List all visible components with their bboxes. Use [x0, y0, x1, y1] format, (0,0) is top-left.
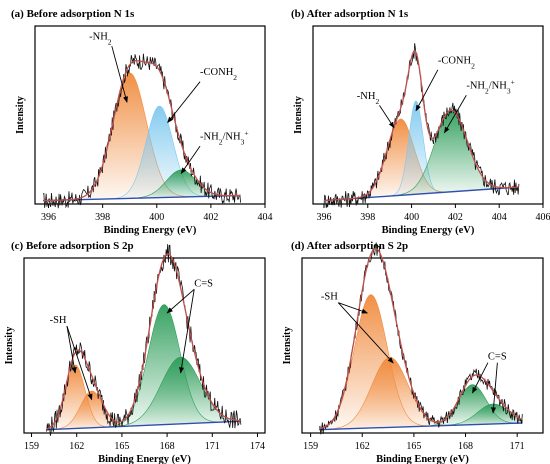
x-tick-label: 406	[536, 212, 550, 223]
x-tick-label: 402	[448, 212, 463, 223]
x-tick-label: 162	[69, 441, 84, 452]
panel-title: (a) Before adsorption N 1s	[11, 8, 135, 20]
panel-title: (c) Before adsorption S 2p	[11, 240, 134, 252]
x-tick-label: 159	[303, 441, 318, 452]
annotation-label: C=S	[194, 278, 213, 289]
x-tick-label: 404	[258, 212, 273, 223]
y-axis-label: Intensity	[15, 96, 26, 134]
x-tick-label: 165	[406, 441, 421, 452]
y-axis-label: Intensity	[4, 327, 15, 365]
annotation-arrow	[66, 325, 77, 374]
peak-annotation: -CONH2	[167, 67, 237, 124]
background-line	[46, 420, 240, 431]
annotation-arrow	[491, 362, 498, 414]
annotation-label: -SH	[50, 315, 67, 326]
x-tick-label: 404	[492, 212, 507, 223]
x-tick-label: 400	[149, 212, 164, 223]
x-axis-label: Binding Energy (eV)	[98, 454, 191, 464]
annotation-arrow	[415, 69, 439, 112]
peak-annotation: -SH	[321, 292, 394, 364]
x-tick-label: 168	[458, 441, 473, 452]
annotation-arrow	[179, 289, 195, 374]
background-line	[319, 422, 523, 431]
peak-annotation: -SH	[50, 315, 93, 401]
annotation-label: -NH2	[89, 32, 112, 47]
plot-frame	[301, 257, 544, 434]
x-tick-label: 402	[203, 212, 218, 223]
x-tick-label: 400	[404, 212, 419, 223]
x-tick-label: 159	[24, 441, 39, 452]
x-tick-label: 162	[355, 441, 370, 452]
peak-annotation: C=S	[166, 278, 213, 374]
x-axis-label: Binding Energy (eV)	[104, 225, 197, 236]
panel-title: (b) After adsorption N 1s	[291, 8, 409, 20]
peak-annotation: -NH2	[357, 91, 395, 129]
x-axis-label: Binding Energy (eV)	[382, 225, 475, 236]
annotation-arrow	[166, 288, 195, 314]
annotation-arrow	[66, 325, 93, 401]
annotation-label: -NH2	[357, 91, 380, 106]
annotation-arrow	[444, 94, 467, 134]
panel-b: (b) After adsorption N 1s 396 398 400 402 404…	[291, 8, 550, 236]
annotation-label: -NH2/NH3+	[200, 128, 249, 146]
raw-spectrum	[323, 43, 520, 209]
annotation-label: C=S	[488, 352, 507, 363]
y-axis-label: Intensity	[293, 96, 304, 134]
annotation-arrow	[472, 362, 489, 394]
annotation-arrow	[338, 302, 369, 314]
fitted-envelope	[323, 49, 519, 202]
annotation-arrow	[180, 145, 201, 175]
fitted-envelope	[319, 247, 523, 430]
fitted-envelope	[46, 253, 241, 430]
x-tick-label: 398	[360, 212, 375, 223]
peak-annotation: -NH2/NH3+	[444, 77, 515, 134]
annotation-arrow	[337, 302, 394, 364]
x-tick-label: 396	[316, 212, 331, 223]
plot-frame	[312, 25, 544, 205]
background-line	[43, 194, 238, 202]
x-tick-label: 396	[41, 212, 56, 223]
raw-spectrum	[42, 53, 242, 209]
y-axis-label: Intensity	[282, 327, 293, 365]
panel-title: (d) After adsorption S 2p	[291, 240, 408, 252]
x-tick-label: 174	[250, 441, 265, 452]
panel-c: (c) Before adsorption S 2p 159 162 165 168 17…	[4, 240, 266, 464]
x-axis-label: Binding Energy (eV)	[376, 454, 469, 464]
panel-d: (d) After adsorption S 2p 159 162 165 168 171…	[282, 240, 544, 464]
x-tick-label: 165	[114, 441, 129, 452]
x-tick-label: 171	[510, 441, 525, 452]
fitted-envelope	[43, 59, 241, 202]
peak-annotation: C=S	[472, 352, 507, 414]
peak-annotation: -NH2	[89, 32, 128, 103]
annotation-label: -CONH2	[438, 55, 475, 70]
annotation-arrow	[379, 105, 395, 129]
peak-annotation: -NH2/NH3+	[180, 128, 249, 175]
peak-annotation: -CONH2	[415, 55, 475, 112]
plot-frame	[34, 25, 266, 205]
annotation-label: -NH2/NH3+	[466, 77, 515, 95]
x-tick-label: 168	[160, 441, 175, 452]
annotation-arrow	[167, 81, 201, 124]
plot-frame	[23, 257, 266, 434]
x-tick-label: 171	[205, 441, 220, 452]
annotation-label: -CONH2	[200, 67, 237, 82]
x-tick-label: 398	[95, 212, 110, 223]
annotation-arrow	[111, 45, 128, 103]
panel-a: (a) Before adsorption N 1s 396 398 400 402 40…	[11, 8, 273, 236]
annotation-label: -SH	[321, 292, 338, 303]
